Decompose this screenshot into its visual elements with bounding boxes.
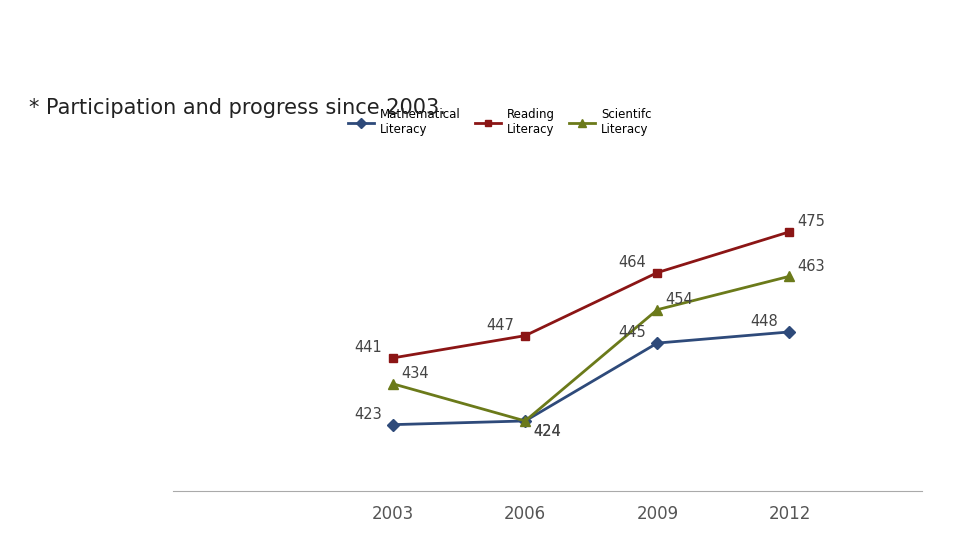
Text: * Participation and progress since 2003.: * Participation and progress since 2003. bbox=[29, 98, 445, 118]
Text: PISA in TURKEY: PISA in TURKEY bbox=[358, 28, 602, 56]
Text: 441: 441 bbox=[354, 340, 382, 355]
Text: 454: 454 bbox=[665, 292, 693, 307]
Text: 463: 463 bbox=[798, 259, 826, 274]
Text: 448: 448 bbox=[751, 314, 779, 329]
Text: 424: 424 bbox=[534, 424, 562, 438]
Text: 447: 447 bbox=[486, 318, 514, 333]
Text: 475: 475 bbox=[798, 214, 826, 229]
Text: 445: 445 bbox=[618, 325, 646, 340]
Text: 464: 464 bbox=[618, 255, 646, 270]
Text: 434: 434 bbox=[401, 366, 429, 381]
Text: 424: 424 bbox=[534, 424, 562, 438]
Text: 423: 423 bbox=[354, 407, 382, 422]
Legend: Mathematical
Literacy, Reading
Literacy, Scientifc
Literacy: Mathematical Literacy, Reading Literacy,… bbox=[344, 103, 656, 141]
